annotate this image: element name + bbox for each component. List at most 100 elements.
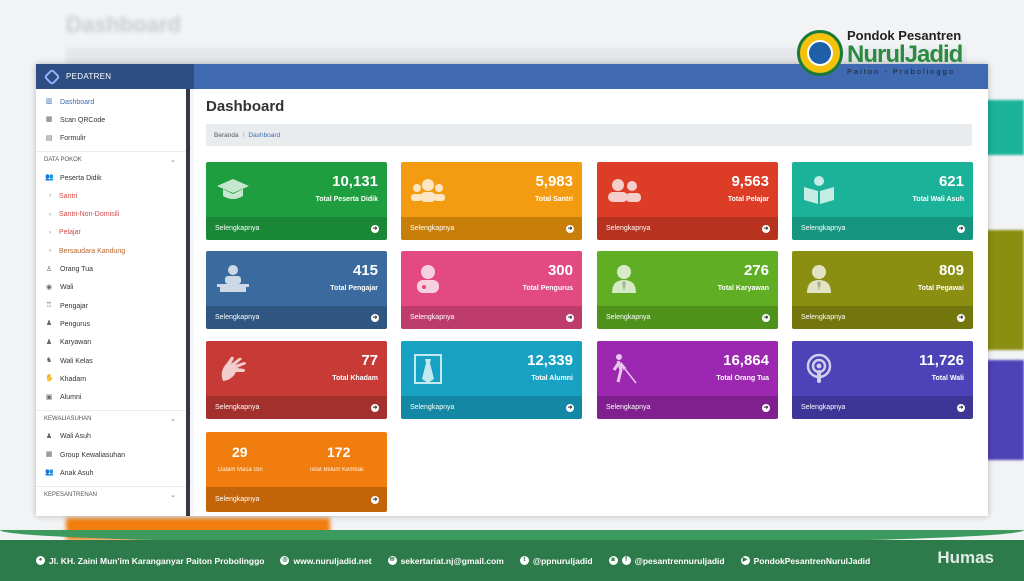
- arrow-circle-right-icon: ➜: [371, 224, 379, 233]
- wali-icon: ◉: [45, 283, 53, 291]
- blind-icon: [606, 352, 642, 386]
- chart-icon: ▥: [45, 98, 53, 106]
- sidebar-item-formulir[interactable]: ▤ Formulir: [36, 130, 186, 148]
- sidebar-item-khadam[interactable]: ✋ Khadam: [36, 370, 186, 388]
- logo-line3: Paiton - Probolinggo: [847, 67, 955, 76]
- teacher-icon: ♖: [45, 302, 53, 310]
- stat-label: Total Peserta Didik: [315, 196, 378, 203]
- card-footer-link[interactable]: Selengkapnya ➜: [597, 217, 778, 240]
- section-label: DATA POKOK: [44, 157, 82, 164]
- section-label: KEPESANTRENAN: [44, 492, 98, 499]
- stat-label: Total Pelajar: [727, 196, 769, 203]
- sidebar-item-wali-kelas[interactable]: ♞ Wali Kelas: [36, 352, 186, 370]
- sidebar-item-karyawan[interactable]: ♟ Karyawan: [36, 334, 186, 352]
- stat-value: 9,563: [731, 173, 769, 190]
- sidebar-item-anak-asuh[interactable]: 👥 Anak Asuh: [36, 464, 186, 482]
- card-footer-link[interactable]: Selengkapnya ➜: [792, 306, 973, 329]
- card-footer-link[interactable]: Selengkapnya ➜: [792, 396, 973, 419]
- sidebar-subitem-bersaudara-kandung[interactable]: › Bersaudara Kandung: [36, 242, 186, 260]
- brand[interactable]: PEDATREN: [36, 64, 194, 89]
- card-footer-link[interactable]: Selengkapnya ➜: [206, 217, 387, 240]
- card-footer-link[interactable]: Selengkapnya ➜: [597, 306, 778, 329]
- sidebar-item-label: Wali Kelas: [60, 357, 93, 365]
- card-footer-link[interactable]: Selengkapnya ➜: [597, 396, 778, 419]
- more-link: Selengkapnya: [215, 225, 260, 232]
- app-logo-icon: [43, 68, 61, 85]
- sidebar-item-label: Wali: [60, 284, 74, 292]
- izin-card: 29 Dalam Masa Izin 172 Telat Belum Kemba…: [206, 432, 387, 512]
- arrow-circle-right-icon: ➜: [566, 313, 574, 322]
- sidebar-item-label: Alumni: [60, 394, 82, 402]
- sidebar-subitem-label: Bersaudara Kandung: [59, 247, 126, 255]
- more-link: Selengkapnya: [410, 225, 455, 232]
- sidebar-subitem-pelajar[interactable]: › Pelajar: [36, 224, 186, 242]
- stat-card: 300 Total Pengurus Selengkapnya ➜: [401, 251, 582, 329]
- more-link: Selengkapnya: [801, 314, 846, 321]
- sidebar-subitem-santri-non-domisili[interactable]: › Santri-Non-Domisili: [36, 205, 186, 223]
- sidebar-item-wali[interactable]: ◉ Wali: [36, 279, 186, 297]
- card-footer-link[interactable]: Selengkapnya ➜: [401, 306, 582, 329]
- stat-card: 77 Total Khadam Selengkapnya ➜: [206, 341, 387, 419]
- instagram-icon: ◙: [608, 556, 618, 565]
- card-footer-link[interactable]: Selengkapnya ➜: [206, 396, 387, 419]
- arrow-circle-right-icon: ➜: [957, 224, 965, 233]
- sidebar-item-pengurus[interactable]: ♟ Pengurus: [36, 315, 186, 333]
- humas-logo: Humas: [937, 548, 994, 567]
- sidebar-subitem-label: Santri-Non-Domisili: [59, 211, 120, 219]
- stat-value: 621: [938, 173, 964, 190]
- stat-card: 10,131 Total Peserta Didik Selengkapnya ➜: [206, 162, 387, 240]
- telat-label: Telat Belum Kembali: [309, 467, 364, 473]
- main-content: Dashboard Beranda / Dashboard 10,131 Tota…: [194, 89, 988, 516]
- sidebar-item-label: Formulir: [60, 135, 86, 143]
- breadcrumb-current: Dashboard: [248, 131, 281, 139]
- sidebar-item-dashboard[interactable]: ▥ Dashboard: [36, 93, 186, 111]
- sidebar-section-kepesantrenan[interactable]: KEPESANTRENAN ⌄: [36, 485, 186, 504]
- sign-language-icon: [215, 352, 251, 386]
- sidebar-item-peserta-didik[interactable]: 👥 Peserta Didik: [36, 169, 186, 187]
- card-footer-link[interactable]: Selengkapnya ➜: [206, 487, 387, 512]
- sidebar-subitem-santri[interactable]: › Santri: [36, 187, 186, 205]
- stat-label: Total Santri: [535, 196, 573, 203]
- book-reader-icon: [801, 173, 837, 207]
- stat-card: 621 Total Wali Asuh Selengkapnya ➜: [792, 162, 973, 240]
- card-footer-link[interactable]: Selengkapnya ➜: [401, 217, 582, 240]
- footer-email[interactable]: ✉ sekertariat.nj@gmail.com: [387, 555, 504, 566]
- more-link: Selengkapnya: [215, 314, 260, 321]
- arrow-circle-right-icon: ➜: [566, 403, 574, 412]
- user-icon: ♟: [45, 338, 53, 346]
- location-icon: ●: [36, 556, 45, 565]
- sidebar-section-data-pokok[interactable]: DATA POKOK ⌄: [36, 150, 186, 169]
- id-card-icon: ▣: [45, 393, 53, 401]
- stat-label: Total Pengajar: [330, 285, 378, 292]
- brand-name: PEDATREN: [66, 72, 112, 81]
- sidebar-item-wali-asuh[interactable]: ♟ Wali Asuh: [36, 428, 186, 446]
- footer-twitter[interactable]: t @ppnuruljadid: [519, 556, 593, 566]
- sidebar-item-pengajar[interactable]: ♖ Pengajar: [36, 297, 186, 315]
- graduation-cap-icon: [215, 173, 251, 207]
- chevron-down-icon: ⌄: [170, 157, 176, 165]
- arrow-circle-right-icon: ➜: [762, 403, 770, 412]
- sidebar-item-scan-qrcode[interactable]: ▦ Scan QRCode: [36, 111, 186, 129]
- file-icon: ▤: [45, 134, 53, 142]
- breadcrumb-home[interactable]: Beranda: [214, 131, 239, 139]
- background-breadcrumb: [66, 48, 966, 66]
- user-tie-icon: [801, 262, 837, 296]
- card-footer-link[interactable]: Selengkapnya ➜: [206, 306, 387, 329]
- sidebar-item-label: Khadam: [60, 375, 87, 383]
- sidebar-item-orang-tua[interactable]: ♙ Orang Tua: [36, 260, 186, 278]
- sidebar-subitem-label: Santri: [59, 192, 78, 200]
- parent-icon: ♙: [45, 265, 53, 273]
- card-footer-link[interactable]: Selengkapnya ➜: [792, 217, 973, 240]
- card-footer-link[interactable]: Selengkapnya ➜: [401, 396, 582, 419]
- izin-count: 29: [232, 444, 248, 460]
- footer-instagram[interactable]: ◙ f @pesantrennuruljadid: [608, 556, 725, 566]
- chevron-down-icon: ⌄: [170, 492, 176, 500]
- footer-youtube[interactable]: ▶ PondokPesantrenNurulJadid: [740, 556, 870, 566]
- sidebar-section-kewaliasuhan[interactable]: KEWALIASUHAN ⌄: [36, 409, 186, 428]
- chevron-down-icon: ⌄: [170, 416, 176, 424]
- sidebar-item-label: Peserta Didik: [60, 174, 102, 182]
- footer-website[interactable]: ◎ www.nuruljadid.net: [280, 555, 372, 566]
- stat-label: Total Wali: [931, 375, 964, 382]
- sidebar-item-group-kewaliasuhan[interactable]: ▦ Group Kewaliasuhan: [36, 446, 186, 464]
- sidebar-item-alumni[interactable]: ▣ Alumni: [36, 388, 186, 406]
